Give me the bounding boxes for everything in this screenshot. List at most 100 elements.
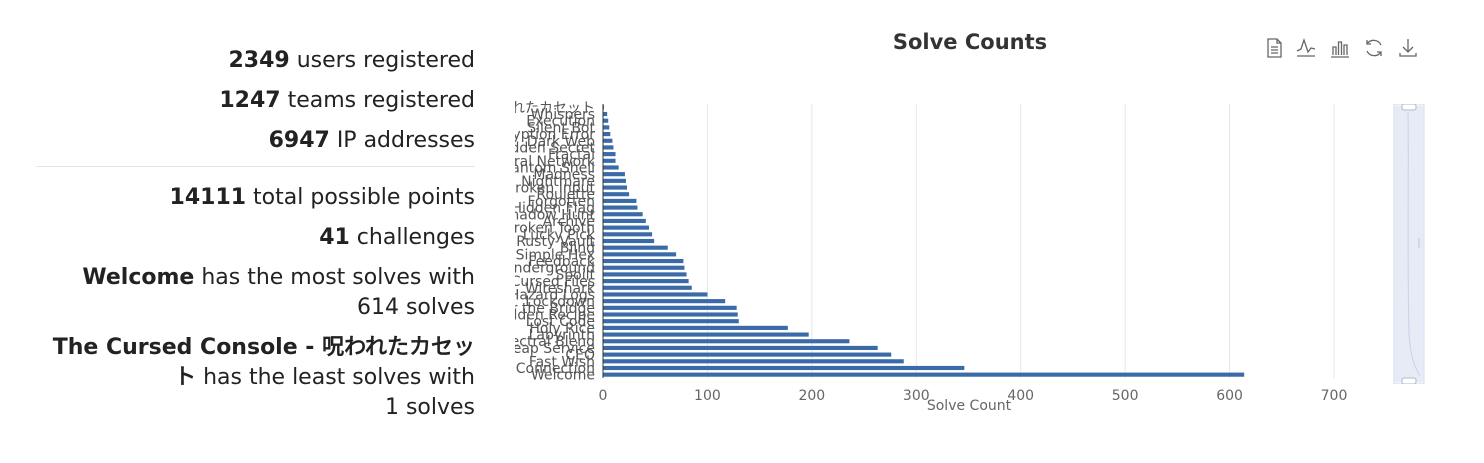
bar[interactable] [603, 332, 809, 337]
category-label: Welcome [531, 368, 595, 384]
bar[interactable] [603, 232, 653, 237]
category-label: Hazard Logs [509, 287, 595, 303]
bar[interactable] [603, 258, 684, 264]
category-label: Rusty Vault [516, 234, 595, 250]
bar[interactable] [603, 118, 609, 123]
bar[interactable] [603, 125, 610, 130]
grid-lines [706, 104, 1335, 378]
bar[interactable] [603, 138, 613, 143]
zoom-slider[interactable] [1392, 103, 1426, 385]
points-label: total possible points [246, 185, 475, 210]
x-tick-label: 100 [694, 388, 721, 404]
category-label: The Cursed Console - 呪われたカセット [329, 100, 595, 116]
bar[interactable] [603, 158, 616, 163]
bar[interactable] [603, 325, 788, 330]
category-label: Cursed Files [511, 274, 595, 290]
ips-count: 6947 [268, 128, 330, 153]
bar[interactable] [603, 192, 630, 197]
line-chart-icon[interactable] [1294, 36, 1318, 60]
bar[interactable] [603, 205, 638, 210]
category-label: Roulette [536, 187, 595, 203]
bar[interactable] [603, 252, 677, 257]
points-count: 14111 [169, 185, 247, 210]
category-label: Cheap Service [494, 341, 595, 357]
bar[interactable] [603, 365, 965, 371]
slider-bottom-handle[interactable] [1401, 377, 1417, 385]
bar[interactable] [603, 178, 626, 183]
slider-shadow-line [1407, 111, 1421, 377]
bar[interactable] [603, 319, 739, 324]
data-view-icon[interactable] [1262, 36, 1286, 60]
bar[interactable] [603, 345, 878, 350]
bar[interactable] [603, 218, 646, 224]
users-count: 2349 [228, 48, 290, 73]
category-label: Holy Rice [529, 321, 595, 337]
bar[interactable] [603, 372, 1245, 377]
bar[interactable] [603, 185, 628, 190]
bar[interactable] [603, 312, 738, 317]
category-label: Feedback [528, 254, 596, 270]
bar-chart-icon[interactable] [1328, 36, 1352, 60]
points-stat: 14111 total possible points [36, 183, 475, 213]
bar[interactable] [603, 272, 687, 277]
most-solved-stat: Welcome has the most solves with 614 solv… [36, 263, 475, 323]
bar[interactable] [603, 105, 605, 110]
bar[interactable] [603, 145, 614, 150]
teams-stat: 1247 teams registered [36, 86, 475, 116]
bar[interactable] [603, 111, 608, 117]
category-label: Broken Input [506, 181, 596, 197]
x-tick-label: 500 [1112, 388, 1139, 404]
category-label: Hidden Secret [496, 140, 595, 156]
bar[interactable] [603, 359, 904, 364]
bars [603, 105, 1245, 377]
bar[interactable] [603, 285, 692, 290]
bar[interactable] [603, 245, 668, 250]
category-label: Golden Recipe [494, 308, 595, 324]
category-label: Simple Hex [516, 247, 595, 263]
x-tick-label: 0 [599, 388, 608, 404]
category-label: Execution [526, 114, 595, 130]
ips-stat: 6947 IP addresses [36, 126, 475, 156]
category-label: Under the Bridge [475, 301, 595, 317]
challenges-stat: 41 challenges [36, 223, 475, 253]
most-solved-name: Welcome [82, 265, 195, 290]
category-label: Wireshark [525, 281, 596, 297]
bar[interactable] [603, 198, 637, 203]
stats-panel: 2349 users registered 1247 teams registe… [36, 46, 475, 433]
slider-top-handle[interactable] [1401, 103, 1417, 111]
users-stat: 2349 users registered [36, 46, 475, 76]
bar[interactable] [603, 238, 655, 244]
bar[interactable] [603, 165, 619, 170]
bar[interactable] [603, 299, 726, 304]
teams-count: 1247 [219, 88, 281, 113]
slider-grip-icon[interactable] [1418, 238, 1420, 248]
save-image-icon[interactable] [1396, 36, 1420, 60]
bar[interactable] [603, 292, 708, 297]
most-solved-count: 614 solves [356, 295, 475, 320]
restore-icon[interactable] [1362, 36, 1386, 60]
bar[interactable] [603, 172, 625, 177]
ips-label: IP addresses [329, 128, 475, 153]
bar[interactable] [603, 339, 850, 344]
bar[interactable] [603, 152, 616, 157]
x-axis-ticks: 0 100 200 300 400 500 600 700 [599, 388, 1348, 404]
category-label: Fractal [548, 147, 595, 163]
bar[interactable] [603, 225, 649, 230]
bar[interactable] [603, 305, 737, 310]
users-label: users registered [289, 48, 475, 73]
bar[interactable] [603, 279, 689, 284]
category-label: Dark Web [527, 134, 595, 150]
bar[interactable] [603, 212, 643, 217]
bar[interactable] [603, 132, 611, 137]
category-label: CEO [565, 348, 595, 364]
category-label: Archive [543, 214, 595, 230]
stats-divider [36, 166, 475, 167]
category-label: Spectral Blend [493, 334, 595, 350]
bar[interactable] [603, 265, 685, 270]
category-label: Lucky Pick [523, 227, 596, 243]
category-label: Spoilt [555, 267, 595, 283]
least-solved-stat: The Cursed Console - 呪われたカセット has the le… [36, 333, 475, 423]
bar[interactable] [603, 352, 892, 357]
